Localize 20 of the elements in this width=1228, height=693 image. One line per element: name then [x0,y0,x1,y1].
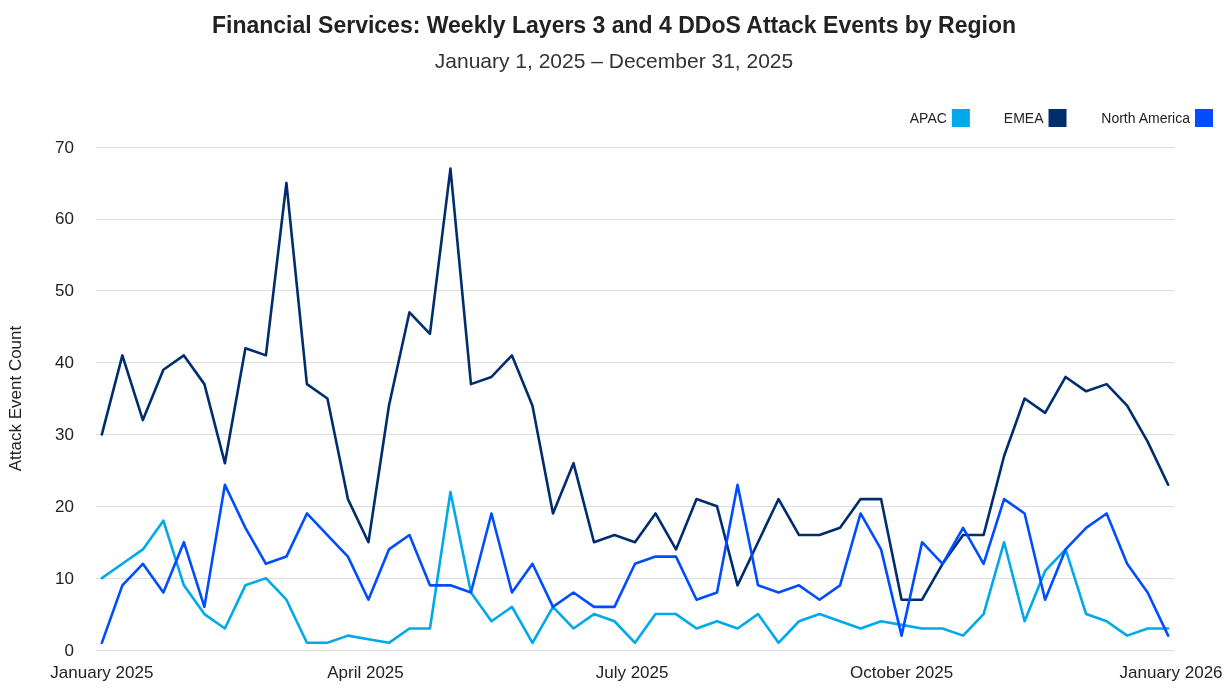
x-tick-label: April 2025 [327,663,404,682]
y-tick-label: 30 [55,424,74,444]
y-tick-label: 10 [55,568,74,588]
y-axis-title: Attack Event Count [6,325,25,472]
x-tick-label: January 2025 [50,663,154,682]
y-tick-label: 50 [55,281,74,301]
y-tick-label: 20 [55,496,74,516]
y-tick-label: 40 [55,353,74,373]
chart-subtitle: January 1, 2025 – December 31, 2025 [434,49,794,72]
line-series [100,167,1170,601]
x-tick-label: January 2026 [1119,663,1223,682]
x-tick-label: July 2025 [595,663,669,682]
legend-label: APAC [909,110,947,126]
chart-title: Financial Services: Weekly Layers 3 and 4 DDoS Attack Events by Region [211,11,1017,38]
legend-label: North America [1101,110,1191,126]
y-tick-label: 60 [55,209,74,229]
y-tick-label: 70 [55,137,74,157]
y-tick-label: 0 [64,640,74,660]
legend-label: EMEA [1003,110,1045,126]
x-tick-label: October 2025 [850,663,954,682]
